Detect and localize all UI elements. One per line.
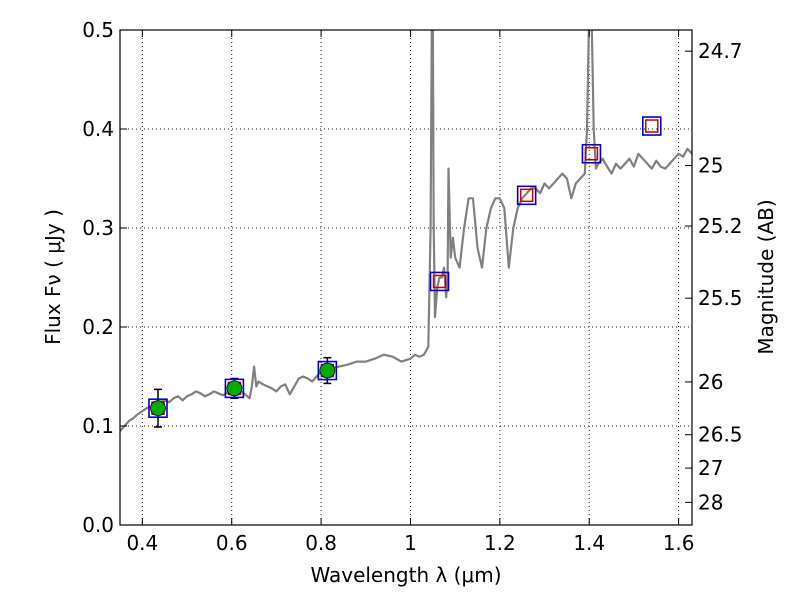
- y2-tick-label: 26: [698, 370, 723, 394]
- model-phot-inner: [584, 147, 599, 161]
- x-tick-label: 0.8: [305, 531, 337, 555]
- model-phot-box: [148, 398, 168, 418]
- y-tick-label: 0.1: [82, 414, 114, 438]
- model-phot-box: [516, 185, 537, 206]
- observed-point: [150, 400, 166, 417]
- observed-point: [319, 362, 336, 379]
- y-tick-label: 0.5: [82, 18, 114, 42]
- model-phot-box: [317, 360, 338, 381]
- x-tick-label: 1.6: [663, 531, 695, 555]
- x-tick-label: 0.4: [126, 531, 158, 555]
- x-axis-label: Wavelength λ (μm): [310, 563, 501, 587]
- y-tick-label: 0.0: [82, 513, 114, 537]
- grid: [120, 29, 692, 526]
- y2-tick-label: 28: [698, 490, 723, 514]
- plot-area: [120, 30, 692, 432]
- y2-tick-label: 25: [698, 154, 723, 178]
- model-phot-inner: [432, 274, 447, 289]
- y-tick-label: 0.4: [82, 117, 114, 141]
- model-phot-box: [429, 271, 450, 292]
- observed-point: [226, 380, 243, 397]
- y2-tick-label: 24.7: [698, 39, 743, 63]
- model-phot-box: [581, 143, 602, 164]
- y-tick-label: 0.3: [82, 216, 114, 240]
- model-phot-box: [224, 378, 245, 399]
- model-phot-inner: [645, 119, 659, 133]
- y2-tick-label: 27: [698, 456, 723, 480]
- axes: 0.4 0.6 0.8 1 1.2 1.4 1.6 0.0 0.1 0.2 0.3 0.4 0.5 24.…: [82, 18, 742, 555]
- y2-axis-label: Magnitude (AB): [754, 199, 778, 354]
- y2-tick-label: 26.5: [698, 423, 743, 447]
- model-phot-box: [641, 116, 662, 136]
- model-phot-inner: [519, 188, 534, 203]
- model-spectrum-line: [120, 30, 692, 432]
- y2-tick-label: 25.5: [698, 286, 743, 310]
- y2-tick-label: 25.2: [698, 214, 743, 238]
- x-tick-label: 1.4: [573, 531, 605, 555]
- x-tick-label: 0.6: [216, 531, 248, 555]
- y-tick-label: 0.2: [82, 315, 114, 339]
- x-tick-label: 1: [404, 531, 417, 555]
- x-tick-label: 1.2: [484, 531, 516, 555]
- y-axis-label: Flux Fν ( μJy ): [41, 209, 65, 345]
- plot-frame: [119, 29, 693, 526]
